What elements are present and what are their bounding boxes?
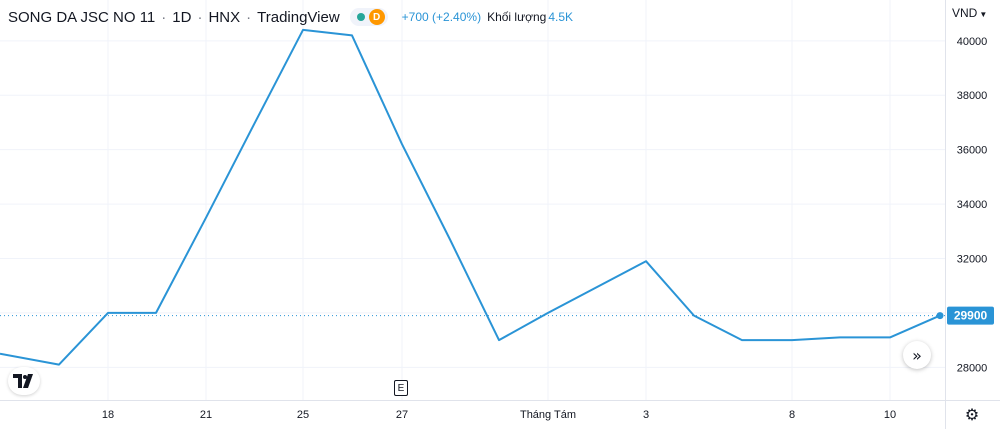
x-tick-label: 25: [297, 409, 309, 421]
interval-label[interactable]: 1D: [172, 8, 192, 26]
x-tick-label: 10: [884, 409, 896, 421]
symbol-name[interactable]: SONG DA JSC NO 11: [8, 8, 156, 26]
tradingview-logo-glyph: [13, 374, 33, 388]
volume-value: 4.5K: [548, 10, 574, 24]
delayed-data-icon: D: [368, 9, 385, 25]
y-tick-label: 32000: [957, 254, 988, 266]
chart-legend: SONG DA JSC NO 11 · 1D · HNX · TradingVi…: [8, 6, 573, 28]
scroll-to-realtime-button[interactable]: »: [903, 341, 931, 369]
x-tick-label: 18: [102, 409, 114, 421]
x-tick-label: 8: [789, 409, 795, 421]
last-price-tag: 29900: [947, 306, 994, 325]
volume-label: Khối lượng: [487, 10, 547, 24]
y-tick-label: 40000: [957, 36, 988, 48]
y-tick-label: 36000: [957, 145, 988, 157]
x-tick-label: 27: [396, 409, 408, 421]
double-chevron-right-icon: »: [912, 345, 922, 365]
price-series-line: [0, 28, 941, 366]
currency-label: VND: [952, 6, 978, 20]
earnings-event-marker[interactable]: E: [394, 380, 408, 396]
time-axis[interactable]: 18 21 25 27 Tháng Tám 3 8 10: [102, 409, 896, 421]
separator: ·: [246, 8, 252, 26]
y-tick-label: 34000: [957, 199, 988, 211]
green-dot-icon: [356, 13, 365, 21]
tradingview-logo-icon[interactable]: [8, 367, 40, 395]
currency-selector[interactable]: VND ▼: [952, 6, 987, 20]
separator: ·: [197, 8, 203, 26]
market-status[interactable]: D: [349, 8, 388, 26]
gear-icon[interactable]: ⚙: [964, 404, 980, 424]
y-tick-label: 38000: [957, 90, 988, 102]
last-price-tag-bg: [947, 306, 994, 325]
separator: ·: [161, 8, 167, 26]
price-change: +700 (+2.40%): [401, 10, 482, 24]
x-tick-label: 21: [200, 409, 212, 421]
x-tick-label: Tháng Tám: [520, 409, 576, 421]
last-price-tag-label: 29900: [954, 309, 988, 323]
exchange-label: HNX: [208, 8, 241, 26]
x-tick-label: 3: [643, 409, 649, 421]
grid: [0, 0, 945, 400]
data-source-label: TradingView: [257, 8, 340, 26]
y-tick-label: 28000: [957, 362, 988, 374]
chevron-down-icon: ▼: [979, 10, 988, 19]
last-price-point: [936, 312, 944, 320]
